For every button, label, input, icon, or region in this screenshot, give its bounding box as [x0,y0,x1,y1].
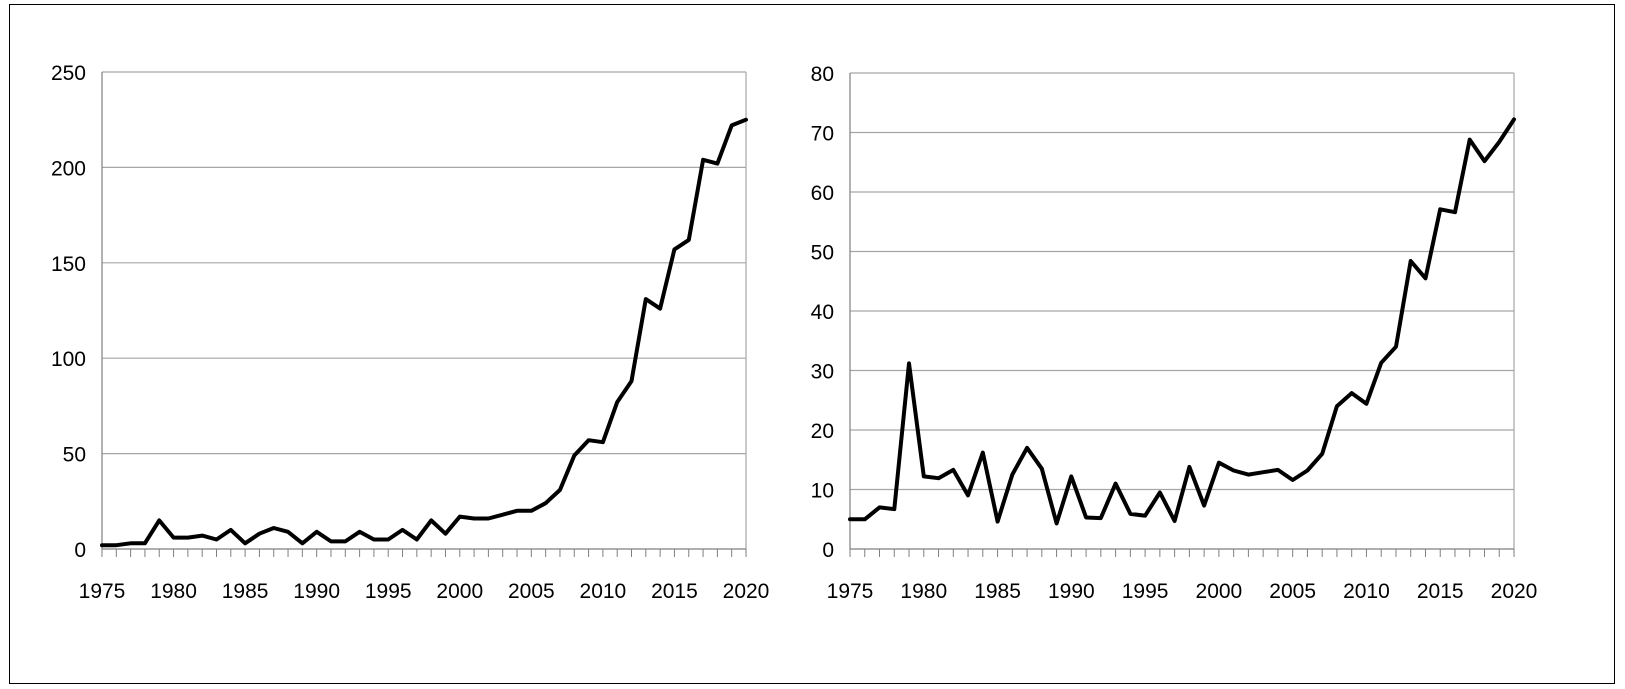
left-xtick-label-1995: 1995 [365,580,412,603]
right-point-2011 [1380,361,1383,364]
right-point-2017 [1468,138,1471,141]
right-point-1994 [1129,512,1132,515]
right-point-1986 [1011,473,1014,476]
right-ytick-label-60: 60 [811,182,834,205]
right-point-2010 [1365,402,1368,405]
right-point-1977 [878,506,881,509]
left-ytick-label-100: 100 [51,348,86,371]
right-ytick-label-20: 20 [811,420,834,443]
right-point-1981 [937,477,940,480]
right-point-1997 [1173,520,1176,523]
right-xtick-label-2010: 2010 [1343,580,1390,603]
left-xtick-label-2010: 2010 [580,580,627,603]
right-xtick-label-2005: 2005 [1269,580,1316,603]
right-point-2007 [1321,452,1324,455]
chart-left: 0 50 100 150 200 250 1975 1980 1985 1990 1995 2000 2… [51,62,770,603]
right-xtick-label-2020: 2020 [1491,580,1538,603]
right-point-1987 [1026,446,1029,449]
right-point-1982 [952,468,955,471]
right-point-1978 [893,508,896,511]
right-point-1983 [967,494,970,497]
figure-frame [9,4,1615,684]
right-ytick-label-70: 70 [811,123,834,146]
right-ytick-label-40: 40 [811,301,834,324]
right-point-2018 [1483,160,1486,163]
right-xtick-label-2015: 2015 [1417,580,1464,603]
right-point-2005 [1291,478,1294,481]
right-point-1990 [1070,475,1073,478]
right-point-1976 [863,518,866,521]
left-xtick-label-2000: 2000 [436,580,483,603]
right-point-1991 [1085,516,1088,519]
right-point-2003 [1262,471,1265,474]
right-point-1999 [1203,504,1206,507]
right-point-1992 [1099,517,1102,520]
right-point-2002 [1247,473,1250,476]
right-xtick-label-1995: 1995 [1122,580,1169,603]
right-series-line-0 [848,117,1516,526]
right-point-2013 [1409,260,1412,263]
right-point-1980 [922,475,925,478]
right-ytick-label-80: 80 [811,63,834,86]
right-xtick-label-1980: 1980 [900,580,947,603]
left-ytick-label-250: 250 [51,62,86,85]
right-point-1996 [1158,491,1161,494]
right-ytick-label-30: 30 [811,361,834,384]
right-ytick-label-0: 0 [822,539,834,562]
right-point-1975 [849,518,852,521]
left-xtick-label-2005: 2005 [508,580,555,603]
right-point-2008 [1335,405,1338,408]
right-point-1998 [1188,465,1191,468]
right-point-2015 [1439,208,1442,211]
right-xtick-label-1975: 1975 [827,580,874,603]
right-point-2019 [1498,141,1501,144]
right-point-1985 [996,520,999,523]
right-xtick-label-1990: 1990 [1048,580,1095,603]
right-point-2000 [1217,461,1220,464]
left-series-line-0 [100,117,748,548]
right-point-1988 [1040,467,1043,470]
right-point-2001 [1232,469,1235,472]
right-point-1993 [1114,482,1117,485]
right-point-1995 [1144,514,1147,517]
left-xtick-label-1990: 1990 [293,580,340,603]
left-ytick-label-0: 0 [74,539,86,562]
right-xtick-label-2000: 2000 [1196,580,1243,603]
left-ytick-label-200: 200 [51,157,86,180]
right-point-1989 [1055,522,1058,525]
left-ytick-label-50: 50 [63,444,86,467]
right-point-2014 [1424,277,1427,280]
left-xtick-label-1975: 1975 [79,580,126,603]
left-ytick-label-150: 150 [51,253,86,276]
right-point-2004 [1276,468,1279,471]
right-point-2020 [1513,118,1516,121]
left-xtick-label-2020: 2020 [723,580,770,603]
right-point-2006 [1306,469,1309,472]
right-point-1979 [908,362,911,365]
right-xtick-label-1985: 1985 [974,580,1021,603]
left-xtick-label-1985: 1985 [222,580,269,603]
right-point-2012 [1394,345,1397,348]
right-ytick-label-50: 50 [811,242,834,265]
left-xtick-label-1980: 1980 [150,580,197,603]
right-ytick-label-10: 10 [811,480,834,503]
right-point-2016 [1453,211,1456,214]
right-point-2009 [1350,392,1353,395]
right-point-1984 [981,451,984,454]
left-xtick-label-2015: 2015 [651,580,698,603]
